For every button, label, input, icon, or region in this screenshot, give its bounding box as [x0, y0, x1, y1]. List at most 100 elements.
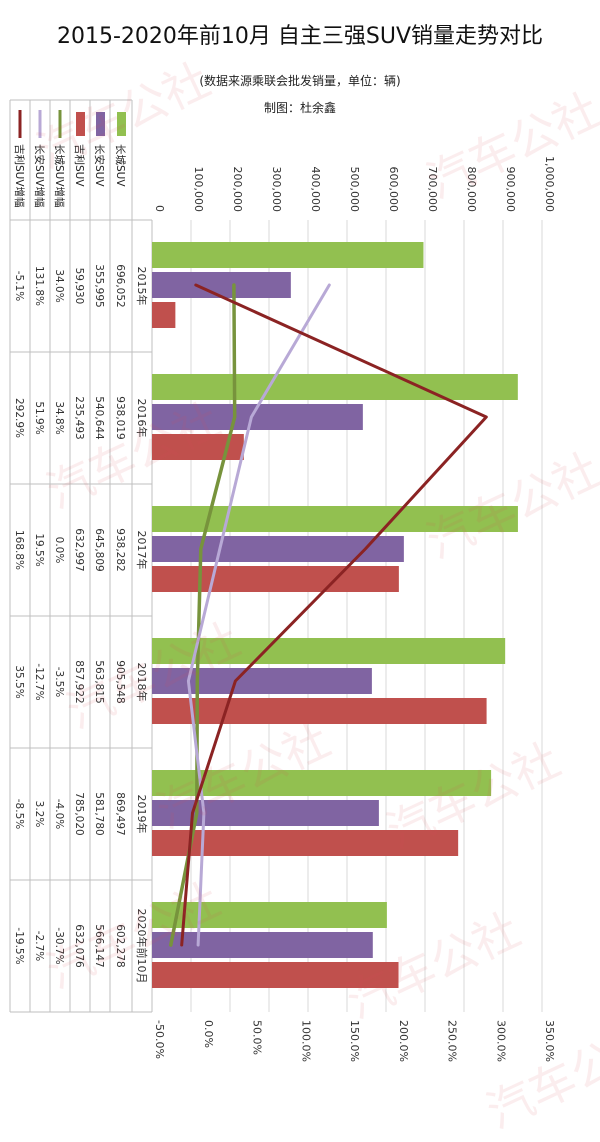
table-cell: 168.8% [13, 530, 25, 570]
table-cell: 34.0% [53, 269, 65, 302]
primary-tick-label: 700,000 [426, 167, 439, 213]
table-cell: 869,497 [114, 792, 126, 835]
series-line [169, 283, 237, 947]
bar [152, 566, 399, 592]
category-label: 2019年 [135, 795, 149, 834]
chart-page: 2015-2020年前10月 自主三强SUV销量走势对比 (数据来源乘联会批发销… [9, 24, 600, 1139]
primary-tick-label: 300,000 [270, 167, 283, 213]
table-cell: 35.5% [13, 665, 25, 698]
secondary-tick-label: 50.0% [251, 1020, 264, 1055]
secondary-tick-label: 200.0% [397, 1020, 410, 1062]
table-cell: 59,930 [73, 268, 85, 305]
primary-tick-label: 800,000 [465, 167, 478, 213]
bar [152, 800, 379, 826]
series-line [186, 283, 331, 947]
table-cell: 3.2% [33, 801, 45, 828]
table-cell: 0.0% [53, 537, 65, 564]
table-cell: 34.8% [53, 401, 65, 434]
chart-title: 2015-2020年前10月 自主三强SUV销量走势对比 [56, 24, 544, 49]
table-cell: 645,809 [93, 528, 105, 571]
table-cell: 785,020 [73, 792, 85, 835]
table-cell: 19.5% [33, 533, 45, 566]
table-cell: -3.5% [53, 667, 65, 697]
bar [152, 272, 291, 298]
secondary-tick-label: 300.0% [494, 1020, 507, 1062]
bar [152, 830, 459, 856]
secondary-tick-label: 250.0% [446, 1020, 459, 1062]
bar [152, 932, 373, 958]
bar [152, 668, 372, 694]
bar [152, 374, 518, 400]
table-cell: 938,282 [114, 528, 126, 571]
legend-label: 吉利SUV [73, 144, 85, 187]
primary-tick-label: 100,000 [192, 167, 205, 213]
table-cell: 938,019 [114, 396, 126, 439]
primary-tick-label: 200,000 [231, 167, 244, 213]
secondary-tick-label: 350.0% [543, 1020, 556, 1062]
table-cell: 540,644 [93, 396, 105, 440]
axes: 0 100,000 200,000 300,000 400,000 500,000 600,… [153, 156, 556, 1062]
category-label: 2015年 [135, 267, 149, 306]
bar [152, 902, 387, 928]
bar [152, 698, 487, 724]
growth-lines [169, 283, 488, 947]
table-cell: -2.7% [33, 931, 45, 961]
table-cell: 235,493 [73, 396, 85, 439]
secondary-tick-label: 150.0% [348, 1020, 361, 1062]
data-table: 2015年 2016年 2017年 2018年 2019年 2020年前10月 696,05… [9, 99, 153, 1013]
table-cell: 292.9% [13, 398, 25, 438]
table-cell: 632,076 [73, 924, 85, 968]
table-cell: -8.5% [13, 799, 25, 829]
table-cell: 696,052 [114, 264, 126, 307]
secondary-tick-label: 100.0% [299, 1020, 312, 1062]
table-cell: 51.9% [33, 401, 45, 434]
table-cell: -5.1% [13, 271, 25, 301]
bars [152, 242, 518, 988]
bar [152, 242, 424, 268]
bar [152, 536, 404, 562]
primary-tick-label: 1,000,000 [543, 156, 556, 212]
legend-swatch [96, 112, 105, 136]
legend-label: 吉利SUV增幅 [13, 144, 26, 208]
table-cell: 566,147 [93, 924, 105, 967]
legend-swatch [117, 112, 126, 136]
chart-author: 制图：杜余鑫 [263, 101, 336, 115]
table-cell: 355,995 [93, 264, 105, 307]
bar [152, 506, 518, 532]
bar [152, 302, 176, 328]
category-label: 2016年 [135, 399, 149, 438]
primary-tick-label: 600,000 [387, 167, 400, 213]
primary-tick-label: 0 [153, 205, 166, 212]
table-cell: 905,548 [114, 660, 126, 703]
table-cell: 131.8% [33, 266, 45, 306]
category-label: 2017年 [135, 531, 149, 570]
chart-subtitle: (数据来源乘联会批发销量，单位：辆) [199, 74, 401, 88]
table-cell: 632,997 [73, 528, 85, 571]
secondary-tick-label: -50.0% [153, 1020, 166, 1059]
bar [152, 962, 399, 988]
bar [152, 638, 506, 664]
legend-label: 长安SUV增幅 [33, 144, 46, 208]
category-label: 2018年 [135, 663, 149, 702]
bar [152, 770, 492, 796]
legend-label: 长城SUV [114, 144, 126, 187]
table-cell: 563,815 [93, 660, 105, 703]
table-cell: -12.7% [33, 663, 45, 700]
table-cell: -19.5% [13, 927, 25, 964]
table-cell: 581,780 [93, 792, 105, 835]
secondary-tick-label: 0.0% [202, 1020, 215, 1048]
table-cell: -30.7% [53, 927, 65, 964]
primary-tick-label: 500,000 [348, 167, 361, 213]
series-line [180, 283, 488, 947]
chart-svg: 2015年 2016年 2017年 2018年 2019年 2020年前10月 696,05… [9, 99, 556, 1062]
category-label: 2020年前10月 [135, 909, 149, 984]
table-cell: 602,278 [114, 924, 126, 967]
legend-swatch [76, 112, 85, 136]
table-cell: 857,922 [73, 660, 85, 703]
primary-tick-label: 400,000 [309, 167, 322, 213]
table-cell: -4.0% [53, 799, 65, 829]
gridlines [151, 220, 543, 1012]
legend-label: 长城SUV增幅 [53, 144, 66, 208]
legend-label: 长安SUV [93, 144, 106, 187]
